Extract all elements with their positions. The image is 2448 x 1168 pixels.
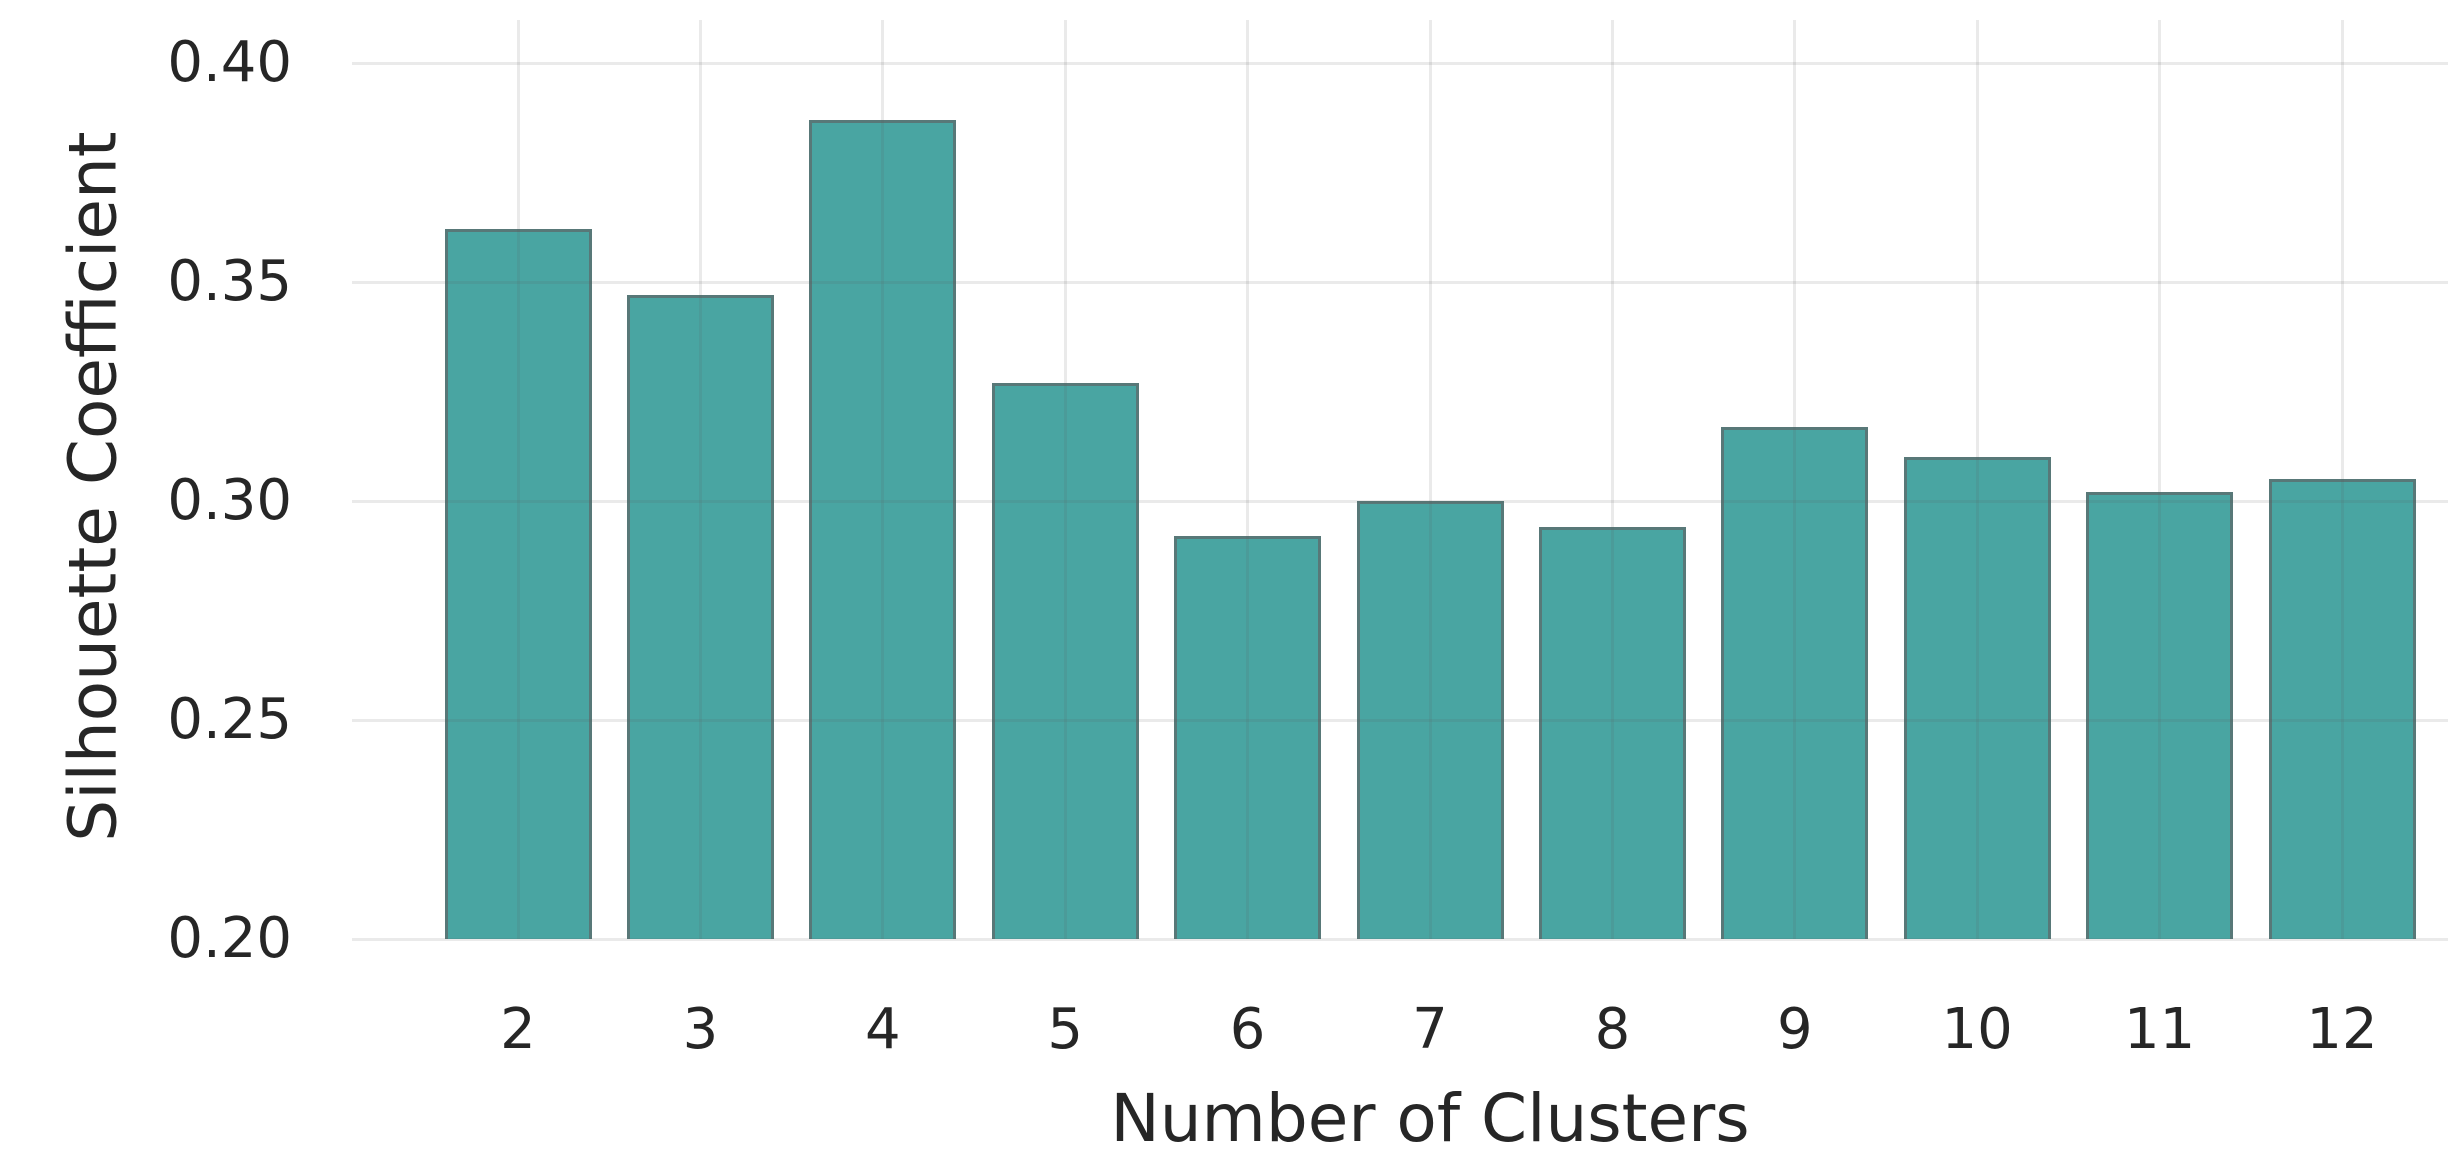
bar-clusters-7: [1356, 501, 1504, 939]
x-tick-label: 4: [864, 997, 901, 1062]
x-tick-label: 6: [1229, 997, 1266, 1062]
bar-clusters-12: [2268, 479, 2416, 939]
bar-clusters-8: [1538, 527, 1686, 939]
gridline-vertical: [1975, 20, 1979, 939]
gridline-vertical: [1793, 20, 1797, 939]
bar-clusters-5: [991, 382, 1139, 939]
bar-clusters-10: [1903, 457, 2051, 939]
gridline-horizontal: [352, 937, 2448, 941]
x-tick-label: 5: [1047, 997, 1083, 1062]
bar-clusters-11: [2086, 492, 2234, 939]
bar-clusters-9: [1721, 426, 1869, 939]
bar-clusters-4: [809, 119, 957, 939]
x-axis-label: Number of Clusters: [1110, 1080, 1750, 1157]
bar-clusters-2: [444, 229, 592, 939]
gridline-horizontal: [352, 718, 2448, 722]
x-tick-label: 12: [2306, 997, 2378, 1062]
gridline-horizontal: [352, 280, 2448, 284]
gridline-vertical: [1428, 20, 1432, 939]
gridline-vertical: [1246, 20, 1250, 939]
gridline-vertical: [1610, 20, 1614, 939]
gridline-vertical: [698, 20, 702, 939]
y-tick-label: 0.30: [167, 468, 292, 533]
gridline-vertical: [2158, 20, 2162, 939]
gridline-vertical: [1063, 20, 1067, 939]
bar-clusters-3: [626, 295, 774, 939]
y-axis-label: Silhouette Coefficient: [54, 131, 132, 842]
x-tick-label: 7: [1412, 997, 1448, 1062]
y-tick-label: 0.40: [167, 30, 292, 95]
y-tick-label: 0.20: [167, 906, 292, 971]
x-tick-label: 9: [1776, 997, 1813, 1062]
x-tick-label: 3: [682, 997, 719, 1062]
x-tick-label: 10: [1941, 997, 2013, 1062]
gridline-vertical: [516, 20, 520, 939]
y-tick-label: 0.25: [167, 687, 292, 752]
x-tick-label: 8: [1594, 997, 1631, 1062]
gridline-vertical: [881, 20, 885, 939]
x-tick-label: 2: [500, 997, 536, 1062]
gridline-horizontal: [352, 61, 2448, 65]
gridline-horizontal: [352, 499, 2448, 503]
bar-clusters-6: [1174, 536, 1322, 939]
gridline-vertical: [2340, 20, 2344, 939]
y-tick-label: 0.35: [167, 249, 292, 314]
x-tick-label: 11: [2123, 997, 2196, 1062]
